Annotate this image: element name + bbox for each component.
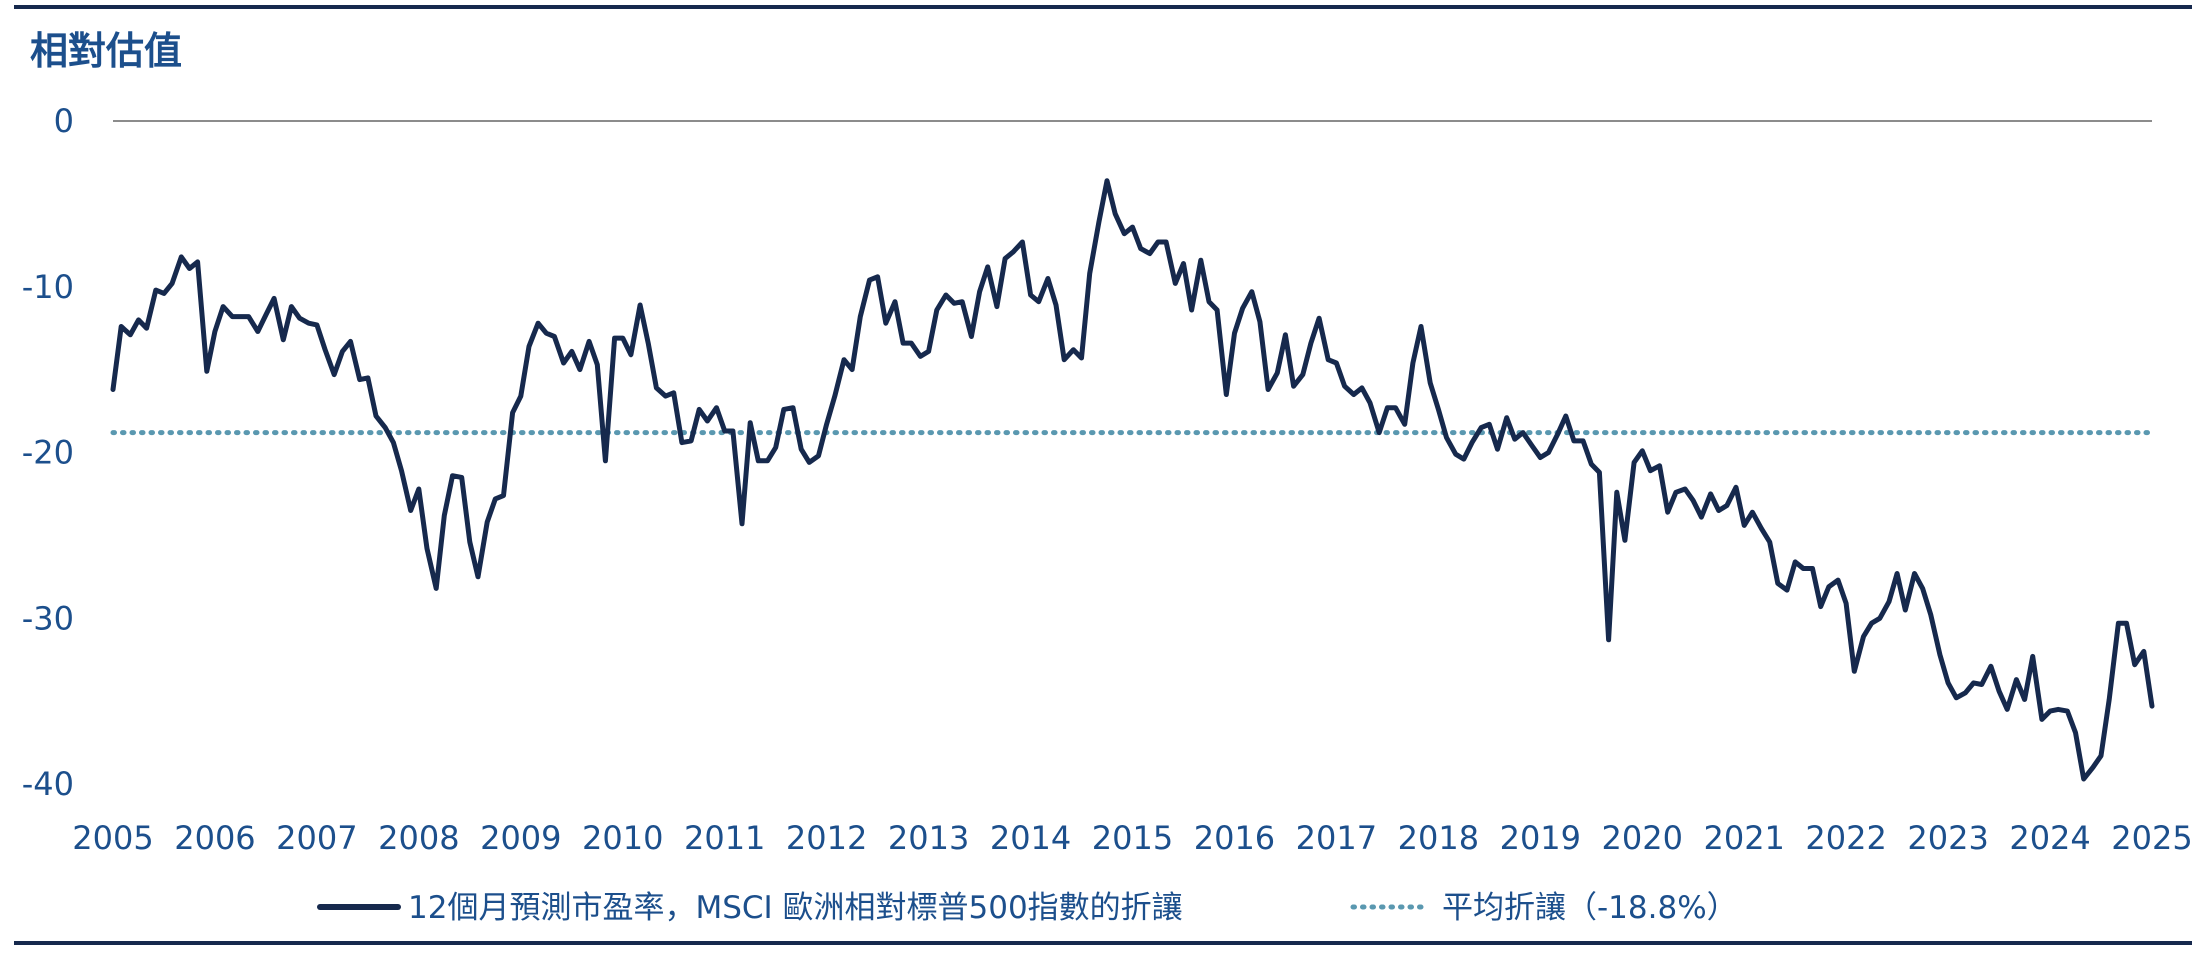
x-tick-label: 2007 bbox=[276, 819, 357, 857]
y-tick-label: -20 bbox=[22, 434, 74, 472]
x-tick-label: 2008 bbox=[378, 819, 459, 857]
x-tick-label: 2019 bbox=[1500, 819, 1581, 857]
y-tick-label: -40 bbox=[22, 765, 74, 803]
x-tick-label: 2011 bbox=[684, 819, 765, 857]
x-tick-label: 2014 bbox=[990, 819, 1071, 857]
x-tick-label: 2006 bbox=[174, 819, 255, 857]
y-tick-label: -10 bbox=[22, 268, 74, 306]
legend-label-pe-discount: 12個月預測市盈率，MSCI 歐洲相對標普500指數的折讓 bbox=[408, 890, 1183, 926]
x-tick-label: 2022 bbox=[1805, 819, 1886, 857]
x-tick-label: 2009 bbox=[480, 819, 561, 857]
x-tick-label: 2023 bbox=[1907, 819, 1988, 857]
legend: 12個月預測市盈率，MSCI 歐洲相對標普500指數的折讓 平均折讓（-18.8… bbox=[317, 890, 1738, 926]
x-tick-label: 2021 bbox=[1703, 819, 1784, 857]
x-tick-label: 2005 bbox=[72, 819, 153, 857]
x-tick-label: 2025 bbox=[2111, 819, 2192, 857]
relative-pe-line bbox=[110, 178, 2155, 782]
x-axis-ticks: 2005 2006 2007 2008 2009 2010 2011 2012 2013 2014… bbox=[72, 819, 2192, 857]
chart-title: 相對估值 bbox=[30, 29, 182, 73]
x-tick-label: 2013 bbox=[888, 819, 969, 857]
x-tick-label: 2020 bbox=[1602, 819, 1683, 857]
y-tick-label: -30 bbox=[22, 599, 74, 637]
legend-label-average: 平均折讓（-18.8%） bbox=[1442, 890, 1738, 926]
y-tick-label: 0 bbox=[54, 102, 74, 140]
x-tick-label: 2017 bbox=[1296, 819, 1377, 857]
x-tick-label: 2016 bbox=[1194, 819, 1275, 857]
y-axis-ticks: 0 -10 -20 -30 -40 bbox=[22, 102, 74, 803]
x-tick-label: 2018 bbox=[1398, 819, 1479, 857]
x-tick-label: 2015 bbox=[1092, 819, 1173, 857]
x-tick-label: 2010 bbox=[582, 819, 663, 857]
x-tick-label: 2024 bbox=[2009, 819, 2090, 857]
x-tick-label: 2012 bbox=[786, 819, 867, 857]
